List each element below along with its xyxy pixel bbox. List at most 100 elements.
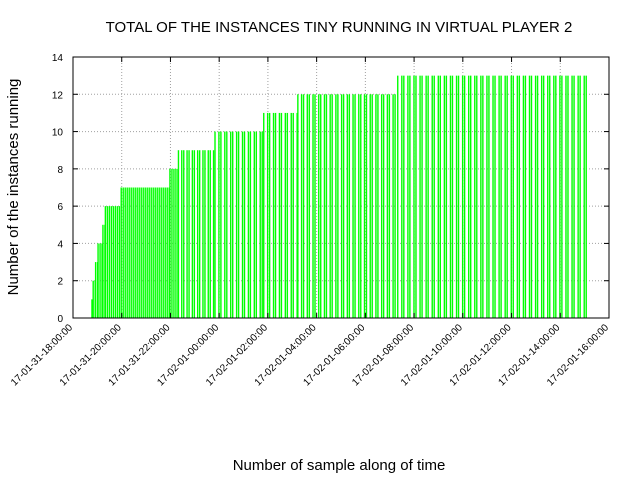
bar	[142, 187, 144, 318]
bar	[549, 75, 551, 318]
bar	[237, 131, 240, 318]
bar	[565, 75, 567, 318]
bar	[419, 75, 421, 318]
bar	[504, 75, 506, 318]
chart-title: TOTAL OF THE INSTANCES TINY RUNNING IN V…	[106, 19, 573, 36]
bar	[146, 187, 148, 318]
bar	[128, 187, 130, 318]
bar	[140, 187, 142, 318]
bar	[346, 94, 349, 318]
bar	[193, 150, 196, 318]
bar	[224, 131, 226, 318]
bar	[312, 94, 314, 318]
bar	[278, 112, 281, 319]
bar	[480, 75, 482, 318]
bar	[561, 75, 563, 318]
bar	[177, 150, 180, 318]
bar	[259, 131, 261, 318]
bar	[407, 75, 409, 318]
bar	[191, 150, 194, 318]
bar	[97, 243, 99, 318]
bar	[126, 187, 128, 318]
bar	[500, 75, 502, 318]
bar	[380, 94, 383, 318]
bar	[585, 75, 587, 318]
bar	[488, 75, 490, 318]
bar	[320, 94, 322, 318]
bar	[261, 131, 263, 318]
bar	[169, 168, 171, 318]
bar	[136, 187, 138, 318]
bar	[280, 112, 283, 319]
bar	[268, 112, 271, 319]
bar	[91, 299, 93, 318]
y-tick-label: 8	[57, 165, 63, 176]
bar	[498, 75, 500, 318]
bar	[425, 75, 427, 318]
bar	[162, 187, 164, 318]
bar	[512, 75, 514, 318]
bar	[323, 94, 326, 318]
bar	[583, 75, 585, 318]
bar	[220, 131, 222, 318]
bar	[168, 187, 170, 318]
bar	[403, 75, 405, 318]
bar	[314, 94, 316, 318]
bar	[94, 262, 97, 318]
bar	[175, 168, 177, 318]
bar	[286, 112, 289, 319]
bar	[451, 75, 454, 318]
bar	[118, 206, 121, 318]
bar	[154, 187, 156, 318]
bar	[530, 75, 533, 318]
bar	[474, 75, 476, 318]
bar	[392, 94, 394, 318]
bar	[164, 187, 166, 318]
bars	[91, 75, 587, 319]
bar	[352, 94, 354, 318]
bar	[253, 131, 256, 318]
bar	[308, 94, 310, 318]
bar	[413, 75, 415, 318]
bar	[148, 187, 150, 318]
bar	[522, 75, 525, 318]
bar	[230, 131, 232, 318]
bar	[101, 243, 103, 318]
y-tick-label: 12	[52, 90, 64, 101]
bar	[102, 224, 104, 318]
plot-frame	[72, 56, 610, 319]
bar	[318, 94, 320, 318]
bar	[382, 94, 385, 318]
bar	[340, 94, 343, 318]
bar	[202, 150, 204, 318]
bar	[427, 75, 429, 318]
bar	[198, 150, 201, 318]
bar	[470, 75, 472, 318]
bar	[567, 75, 569, 318]
bar	[579, 75, 581, 318]
bar	[156, 187, 158, 318]
bar	[553, 75, 555, 318]
bar	[302, 94, 305, 318]
bar	[263, 112, 265, 319]
bar	[134, 187, 136, 318]
y-tick-label: 10	[52, 128, 64, 139]
bar	[377, 94, 379, 318]
bar	[106, 206, 109, 318]
bar	[463, 75, 466, 318]
bar	[492, 75, 494, 318]
bar	[354, 94, 356, 318]
bar	[214, 131, 216, 318]
bar	[272, 112, 275, 319]
bar	[461, 75, 464, 318]
bar	[577, 75, 579, 318]
bar	[207, 150, 209, 318]
y-tick-label: 2	[57, 277, 63, 288]
x-axis-label: Number of sample along of time	[233, 457, 446, 474]
bar	[204, 150, 206, 318]
bar	[409, 75, 411, 318]
bar	[394, 94, 396, 318]
bar	[104, 206, 107, 318]
bar	[226, 131, 228, 318]
bar	[369, 94, 371, 318]
